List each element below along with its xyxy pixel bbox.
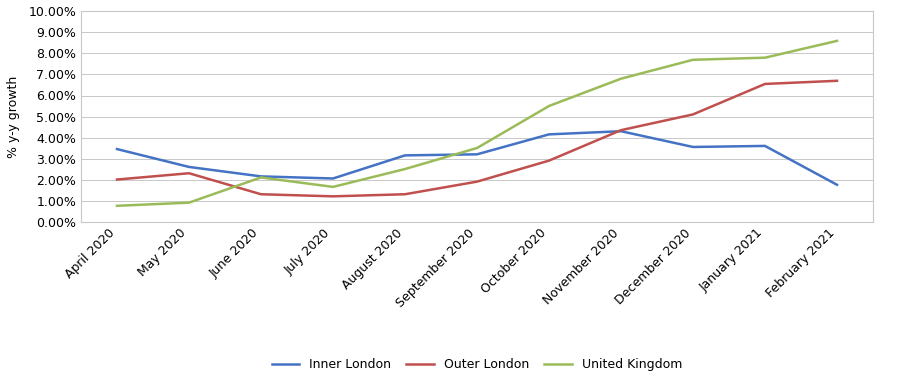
- Inner London: [400, 153, 410, 158]
- Inner London: [112, 147, 122, 151]
- United Kingdom: [400, 167, 410, 171]
- Outer London: [688, 112, 698, 117]
- United Kingdom: [832, 39, 842, 43]
- Inner London: [832, 183, 842, 187]
- Outer London: [112, 177, 122, 182]
- United Kingdom: [472, 146, 482, 151]
- United Kingdom: [616, 76, 626, 81]
- Line: Outer London: Outer London: [117, 81, 837, 196]
- Inner London: [616, 129, 626, 134]
- Outer London: [760, 82, 770, 86]
- Y-axis label: % y-y growth: % y-y growth: [7, 75, 20, 158]
- Outer London: [472, 180, 482, 184]
- Inner London: [688, 145, 698, 149]
- United Kingdom: [328, 185, 338, 189]
- United Kingdom: [184, 201, 194, 205]
- Outer London: [616, 128, 626, 133]
- Outer London: [832, 79, 842, 83]
- Inner London: [544, 132, 554, 137]
- Outer London: [184, 171, 194, 176]
- Line: United Kingdom: United Kingdom: [117, 41, 837, 206]
- Inner London: [184, 165, 194, 169]
- United Kingdom: [112, 204, 122, 208]
- Outer London: [256, 192, 266, 196]
- Legend: Inner London, Outer London, United Kingdom: Inner London, Outer London, United Kingd…: [272, 358, 682, 371]
- Inner London: [328, 176, 338, 181]
- Outer London: [328, 194, 338, 199]
- Inner London: [256, 174, 266, 179]
- United Kingdom: [688, 57, 698, 62]
- United Kingdom: [256, 175, 266, 180]
- Inner London: [760, 144, 770, 148]
- Inner London: [472, 152, 482, 157]
- Outer London: [400, 192, 410, 196]
- Outer London: [544, 158, 554, 163]
- United Kingdom: [544, 104, 554, 108]
- United Kingdom: [760, 55, 770, 60]
- Line: Inner London: Inner London: [117, 131, 837, 185]
